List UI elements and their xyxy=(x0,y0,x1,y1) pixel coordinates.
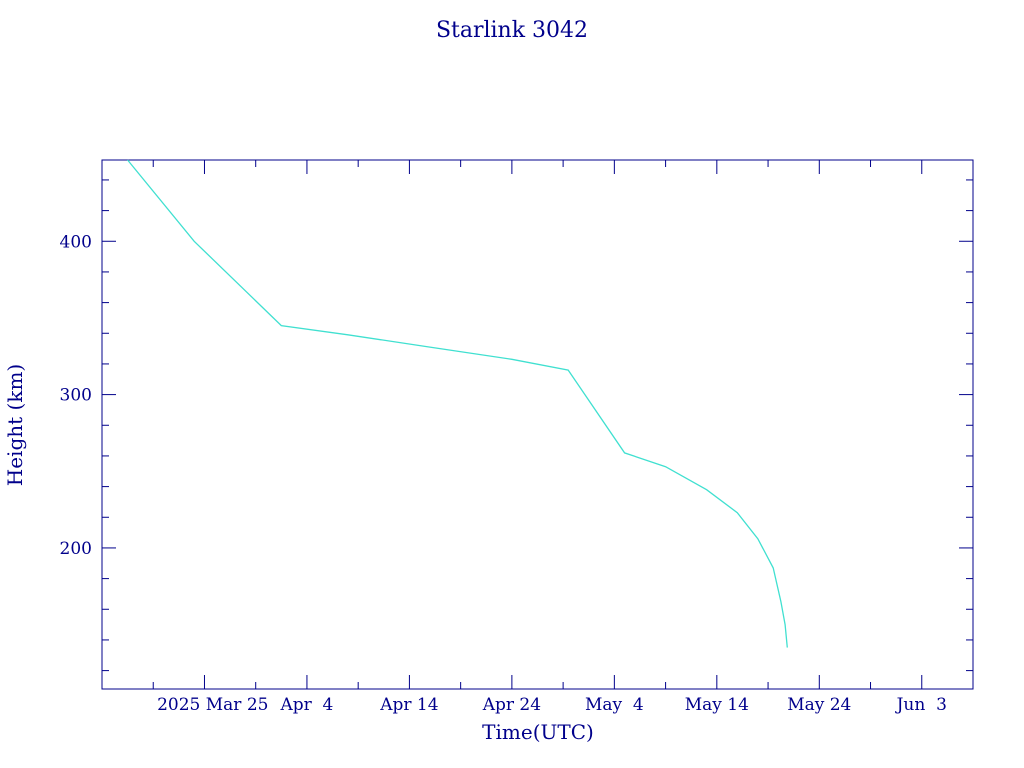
chart-title: Starlink 3042 xyxy=(436,18,588,43)
x-tick-label: Apr 14 xyxy=(379,695,438,715)
y-tick-label: 200 xyxy=(60,539,92,559)
y-axis-label: Height (km) xyxy=(3,364,27,486)
x-tick-label: Apr 24 xyxy=(482,695,541,715)
x-tick-label: May 14 xyxy=(685,695,749,715)
x-tick-label: May 24 xyxy=(787,695,851,715)
plot-frame xyxy=(101,159,974,690)
x-tick-label: 2025 Mar 25 xyxy=(157,695,268,715)
height-series-line xyxy=(127,159,788,648)
x-tick-label: Jun 3 xyxy=(895,695,947,715)
x-tick-label: Apr 4 xyxy=(279,695,333,715)
y-tick-label: 400 xyxy=(60,232,92,252)
axis-ticks xyxy=(101,160,974,689)
x-tick-labels: 2025 Mar 25 Apr 4 Apr 14 Apr 24 May 4 May 14 M… xyxy=(157,695,947,715)
x-tick-label: May 4 xyxy=(585,695,644,715)
y-tick-labels: 200 300 400 xyxy=(60,232,92,559)
x-axis-label: Time(UTC) xyxy=(482,720,594,744)
y-tick-label: 300 xyxy=(60,386,92,406)
